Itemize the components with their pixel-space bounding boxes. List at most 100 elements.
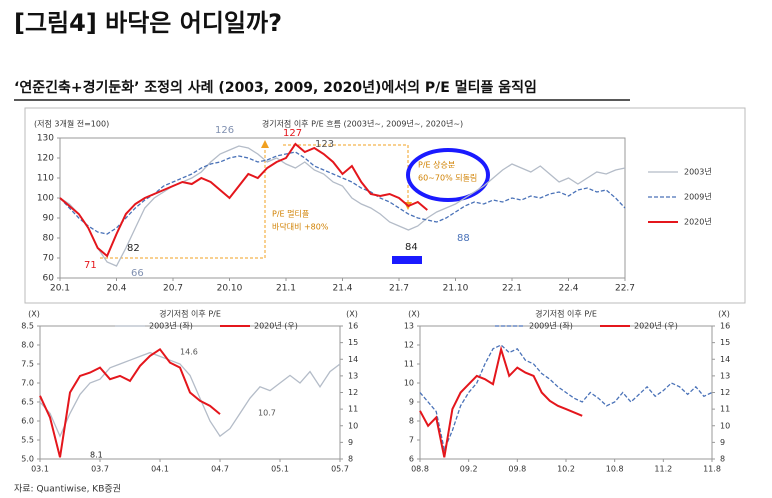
y2-tick-label: 8 [348, 455, 353, 464]
x-tick-label: 20.1 [50, 284, 70, 294]
x-tick-label: 03.7 [91, 465, 109, 474]
y-tick-label: 11 [404, 360, 414, 369]
annotation: 14.6 [180, 348, 198, 357]
y-axis-label: (저점 3개월 전=100) [34, 119, 109, 129]
y2-tick-label: 8 [720, 455, 725, 464]
y2-tick-label: 12 [348, 388, 358, 397]
y-tick-label: 6 [409, 455, 414, 464]
legend-label: 2020년 [684, 217, 712, 227]
annotation: 126 [215, 125, 234, 136]
x-tick-label: 11.2 [654, 465, 672, 474]
annotation: 88 [457, 233, 470, 244]
y-tick-label: 5.0 [21, 455, 34, 464]
annotation: 8.1 [90, 451, 103, 460]
annotation: P/E 멀티플 [272, 210, 309, 219]
legend-label: 2003년 (좌) [149, 321, 193, 331]
source: 자료: Quantiwise, KB증권 [14, 483, 121, 495]
y-tick-label: 5.5 [21, 436, 34, 445]
figure-subtitle: ‘연준긴축+경기둔화’ 조정의 사례 (2003, 2009, 2020년)에서… [14, 79, 537, 96]
chart-title: 경기저점 이후 P/E [535, 309, 597, 319]
x-tick-label: 22.1 [502, 284, 522, 294]
y2-tick-label: 10 [348, 421, 358, 430]
x-tick-label: 21.10 [443, 284, 469, 294]
chart-title: 경기저점 이후 P/E 흐름 (2003년~, 2009년~, 2020년~) [262, 119, 463, 129]
x-tick-label: 20.10 [217, 284, 243, 294]
legend-label: 2020년 (우) [634, 321, 678, 331]
chart-title: 경기저점 이후 P/E [159, 309, 221, 319]
series-line [39, 351, 341, 438]
x-tick-label: 03.1 [31, 465, 49, 474]
y-tick-label: 7.0 [21, 379, 34, 388]
annotation: 60~70% 되돌림 [418, 173, 477, 183]
x-tick-label: 11.8 [703, 465, 721, 474]
y-tick-label: 7.5 [21, 360, 34, 369]
y-tick-label: 13 [404, 322, 414, 331]
y-tick-label: 12 [404, 341, 414, 350]
x-tick-label: 20.4 [106, 284, 126, 294]
annotation: 123 [315, 139, 334, 150]
y-tick-label: 9 [409, 398, 414, 407]
y-tick-label: 100 [37, 194, 54, 204]
x-tick-label: 21.7 [389, 284, 409, 294]
annotation: 127 [283, 128, 302, 139]
x-tick-label: 21.4 [332, 284, 352, 294]
y-tick-label: 60 [43, 274, 55, 284]
legend-label: 2003년 [684, 167, 712, 177]
series-line [59, 142, 428, 258]
highlight-bar [392, 256, 422, 264]
x-tick-label: 10.8 [606, 465, 624, 474]
y2-tick-label: 10 [720, 421, 730, 430]
highlight [406, 148, 490, 202]
y-tick-label: 70 [43, 254, 55, 264]
legend-label: 2009년 (좌) [529, 321, 573, 331]
y-tick-label: 7 [409, 436, 414, 445]
y-axis-label: (X) [408, 310, 420, 319]
annotation: 84 [405, 242, 418, 253]
x-tick-label: 08.8 [411, 465, 429, 474]
y2-tick-label: 16 [348, 322, 358, 331]
y2-axis-label: (X) [346, 310, 358, 319]
y2-tick-label: 14 [720, 355, 730, 364]
y-tick-label: 130 [37, 134, 54, 144]
guides [100, 140, 490, 264]
frame [24, 107, 746, 304]
annotation: 82 [127, 243, 140, 254]
y-tick-label: 110 [37, 174, 54, 184]
y-tick-label: 90 [43, 214, 55, 224]
x-tick-label: 09.2 [460, 465, 478, 474]
y-tick-label: 6.0 [21, 417, 34, 426]
annotation: 10.7 [258, 409, 276, 418]
x-tick-label: 05.7 [331, 465, 349, 474]
x-tick-label: 09.8 [508, 465, 526, 474]
y2-tick-label: 11 [348, 405, 358, 414]
annotation: P/E 상승분 [418, 160, 455, 170]
y2-tick-label: 9 [348, 438, 353, 447]
annotation: 66 [131, 268, 144, 279]
series-line [419, 345, 583, 458]
y2-tick-label: 15 [720, 338, 730, 347]
annotation: 바닥대비 +80% [272, 222, 329, 232]
y2-tick-label: 15 [348, 338, 358, 347]
y2-tick-label: 13 [720, 371, 730, 380]
y2-tick-label: 9 [720, 438, 725, 447]
arrow [261, 140, 269, 148]
x-tick-label: 04.7 [211, 465, 229, 474]
legend-label: 2020년 (우) [254, 321, 298, 331]
figure-title: [그림4] 바닥은 어디일까? [14, 9, 282, 37]
x-tick-label: 10.2 [557, 465, 575, 474]
series-line [59, 151, 626, 235]
legend-label: 2009년 [684, 192, 712, 202]
series-line [39, 347, 221, 458]
y2-tick-label: 16 [720, 322, 730, 331]
y-tick-label: 8.0 [21, 341, 34, 350]
y2-tick-label: 11 [720, 405, 730, 414]
y2-tick-label: 14 [348, 355, 358, 364]
series-line [419, 344, 713, 452]
y2-tick-label: 13 [348, 371, 358, 380]
y2-axis-label: (X) [718, 310, 730, 319]
y-tick-label: 10 [404, 379, 414, 388]
y2-tick-label: 12 [720, 388, 730, 397]
x-tick-label: 04.1 [151, 465, 169, 474]
